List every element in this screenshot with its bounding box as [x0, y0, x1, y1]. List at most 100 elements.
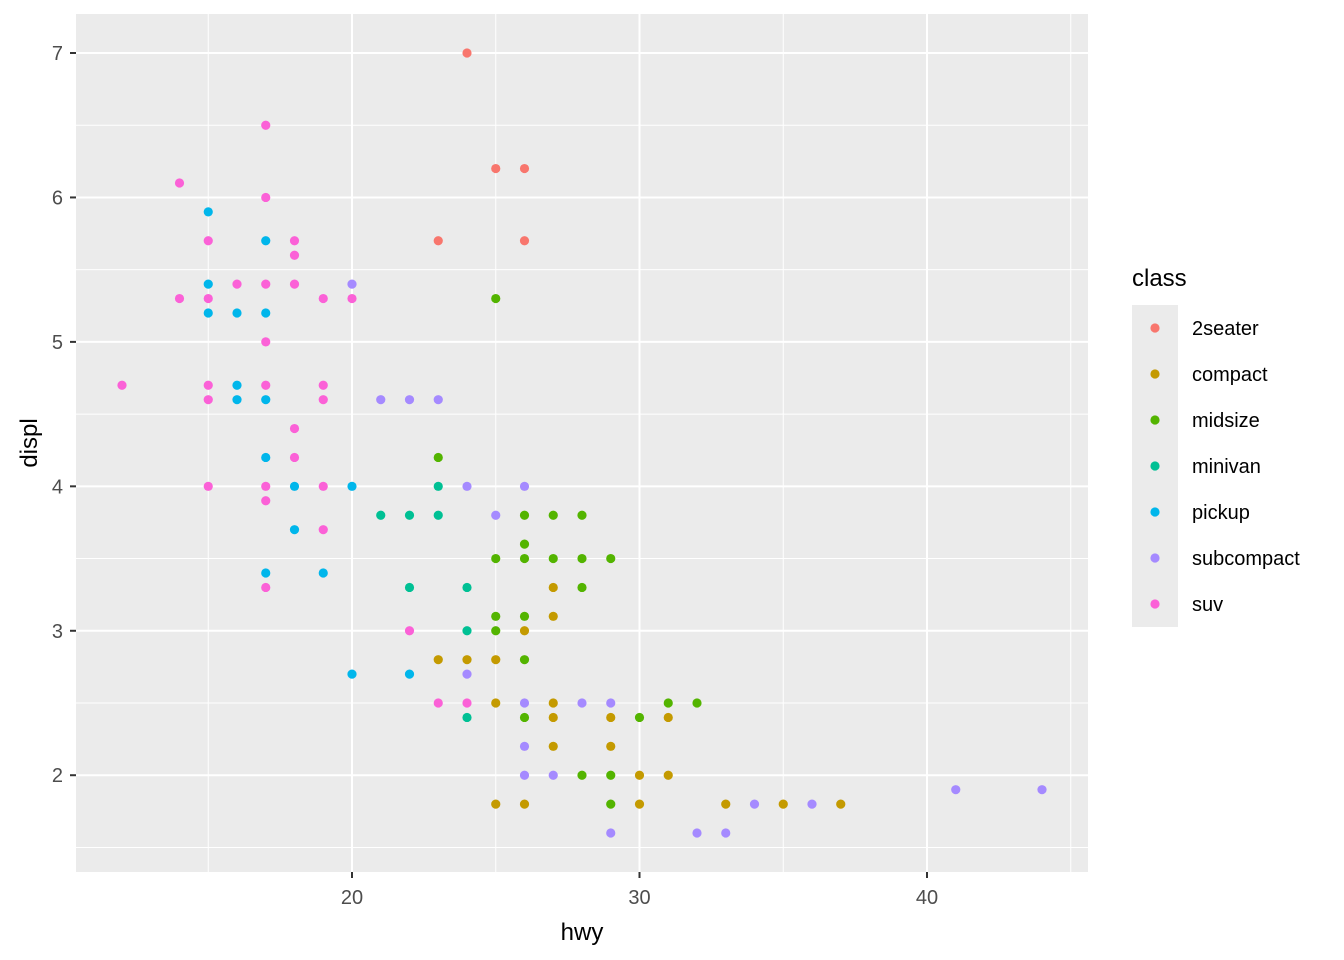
point-suv [203, 380, 213, 390]
point-compact [548, 582, 558, 593]
point-compact [721, 799, 731, 809]
point-compact [491, 655, 501, 665]
point-midsize [692, 698, 702, 708]
legend-title: class [1132, 265, 1187, 292]
y-tick-label: 5 [52, 332, 63, 354]
point-pickup [232, 308, 242, 318]
point-minivan [433, 481, 443, 491]
legend-key-midsize [1150, 415, 1160, 425]
point-compact [491, 698, 501, 708]
point-midsize [606, 770, 616, 780]
point-suv [261, 192, 271, 203]
point-subcompact [491, 510, 501, 520]
point-suv [462, 698, 472, 708]
point-suv [289, 452, 300, 463]
point-suv [433, 698, 443, 708]
x-axis-title: hwy [561, 919, 604, 946]
point-subcompact [951, 785, 961, 795]
point-midsize [433, 452, 443, 463]
point-pickup [289, 481, 300, 491]
point-midsize [519, 712, 530, 723]
point-suv [117, 380, 127, 390]
y-tick-label: 7 [52, 43, 63, 65]
legend-key-pickup [1150, 507, 1160, 517]
point-compact [491, 799, 501, 809]
point-suv [404, 626, 415, 636]
point-subcompact [404, 395, 415, 405]
point-suv [289, 236, 300, 246]
point-minivan [462, 626, 472, 636]
point-subcompact [462, 669, 472, 679]
point-suv [261, 120, 271, 130]
point-pickup [232, 380, 242, 390]
point-suv [203, 395, 213, 405]
point-suv [318, 293, 328, 304]
point-compact [606, 712, 616, 723]
point-suv [232, 279, 242, 289]
point-compact [836, 799, 846, 809]
legend-key-suv [1150, 599, 1160, 609]
point-pickup [261, 452, 271, 463]
legend-label-midsize: midsize [1192, 410, 1260, 432]
point-pickup [289, 525, 300, 535]
point-subcompact [462, 481, 472, 491]
point-compact [606, 741, 616, 751]
point-midsize [491, 553, 501, 564]
legend-label-subcompact: subcompact [1192, 548, 1300, 570]
point-midsize [577, 770, 587, 780]
point-2seater [462, 48, 472, 58]
point-compact [548, 611, 558, 621]
point-subcompact [1037, 785, 1047, 795]
point-pickup [203, 308, 213, 318]
point-midsize [577, 582, 587, 593]
point-midsize [491, 611, 501, 621]
point-subcompact [577, 698, 587, 708]
point-midsize [491, 626, 501, 636]
point-subcompact [376, 395, 386, 405]
point-subcompact [606, 828, 616, 838]
point-midsize [519, 539, 530, 549]
legend-key-subcompact [1150, 553, 1160, 563]
point-suv [203, 293, 213, 304]
y-tick-label: 2 [52, 765, 63, 787]
point-pickup [232, 395, 242, 405]
point-pickup [404, 669, 415, 679]
point-compact [634, 770, 645, 780]
y-axis: 2 3 4 5 6 7 [52, 43, 76, 787]
y-tick-label: 4 [52, 476, 63, 498]
legend-key-minivan [1150, 461, 1160, 471]
point-minivan [376, 510, 386, 520]
point-2seater [519, 236, 530, 246]
point-midsize [577, 553, 587, 564]
point-compact [634, 799, 645, 809]
point-suv [347, 293, 357, 304]
point-suv [289, 250, 300, 260]
point-pickup [203, 279, 213, 289]
point-suv [261, 481, 271, 491]
point-subcompact [347, 279, 357, 289]
point-suv [318, 380, 328, 390]
point-suv [289, 279, 300, 289]
point-minivan [462, 582, 472, 593]
point-compact [663, 770, 673, 780]
x-tick-label: 30 [628, 887, 650, 909]
point-midsize [519, 553, 530, 564]
plot-panel [76, 14, 1088, 872]
point-compact [778, 799, 788, 809]
point-minivan [404, 582, 415, 593]
point-midsize [606, 553, 616, 564]
point-compact [548, 698, 558, 708]
point-subcompact [721, 828, 731, 838]
x-tick-label: 20 [341, 887, 363, 909]
point-subcompact [519, 741, 530, 751]
point-pickup [261, 568, 271, 578]
point-pickup [261, 236, 271, 246]
point-pickup [347, 481, 357, 491]
point-compact [433, 655, 443, 665]
point-midsize [663, 698, 673, 708]
point-2seater [519, 163, 530, 174]
point-midsize [491, 293, 501, 304]
x-tick-label: 40 [916, 887, 938, 909]
point-subcompact [749, 799, 760, 809]
